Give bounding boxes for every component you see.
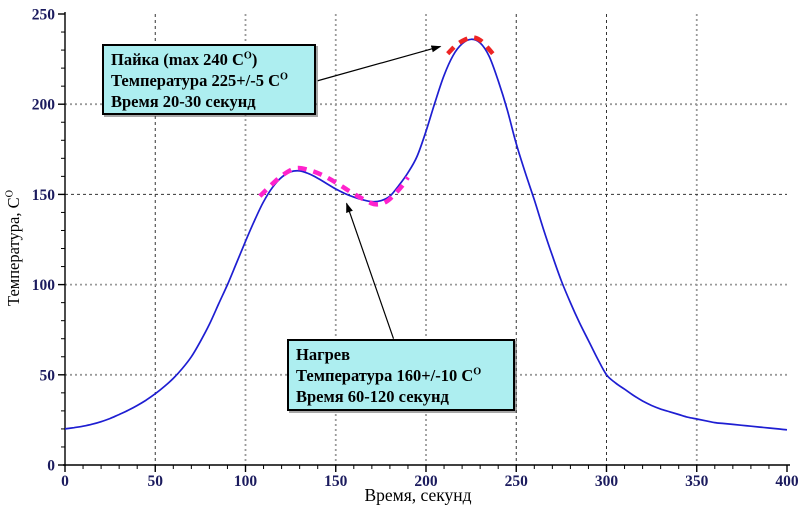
x-tick-label: 0 [61, 473, 69, 490]
annotation-heating: Нагрев Температура 160+/-10 CO Время 60-12… [287, 339, 515, 411]
annotation-line: Температура 225+/-5 CO [111, 71, 288, 90]
heating-zone-highlight [258, 165, 410, 207]
y-tick-label: 150 [32, 187, 56, 204]
annotation-line: Время 20-30 секунд [111, 92, 256, 111]
annotation-line: Пайка (max 240 CO) [111, 50, 258, 69]
x-tick-label: 300 [595, 473, 619, 490]
x-tick-label: 250 [505, 473, 529, 490]
y-tick-label: 250 [32, 7, 56, 24]
y-tick-label: 0 [47, 458, 55, 475]
y-tick-label: 200 [32, 97, 56, 114]
annotation-line: Температура 160+/-10 CO [296, 366, 482, 385]
y-axis-title: Температура, CO [4, 190, 23, 306]
x-axis-title: Время, секунд [364, 485, 472, 505]
y-tick-label: 100 [32, 277, 56, 294]
soldering-zone-highlight [446, 35, 495, 56]
x-tick-label: 50 [148, 473, 164, 490]
x-tick-label: 200 [414, 473, 438, 490]
y-tick-label: 50 [40, 367, 56, 384]
x-tick-label: 100 [234, 473, 258, 490]
annotation-line: Нагрев [296, 345, 350, 364]
tick-labels: 0 50 100 150 200 250 300 350 400 0 50 100 150 200 250 [32, 7, 799, 491]
annotation-soldering: Пайка (max 240 CO) Температура 225+/-5 CO… [102, 44, 316, 115]
annotation-arrow-heating-note [346, 202, 395, 339]
x-tick-label: 400 [775, 473, 799, 490]
axes [58, 12, 790, 472]
x-tick-label: 150 [324, 473, 348, 490]
annotation-line: Время 60-120 секунд [296, 387, 449, 406]
temperature-profile [64, 38, 788, 431]
annotation-arrow-soldering-note [317, 45, 442, 82]
x-tick-label: 350 [685, 473, 709, 490]
